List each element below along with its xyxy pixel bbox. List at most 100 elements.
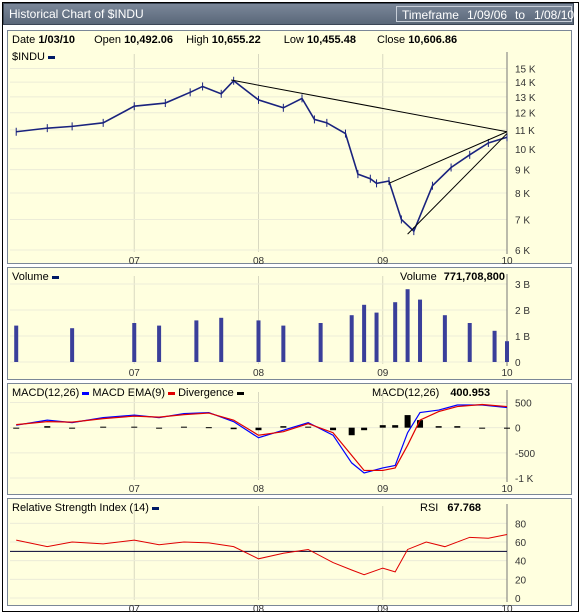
y-tick-label: 1 B — [515, 332, 530, 343]
timeframe-to-word: to — [515, 8, 526, 22]
y-tick-label: 0 — [515, 594, 521, 605]
volume-label: Volume — [12, 271, 49, 283]
y-tick-label: 11 K — [515, 126, 535, 137]
rsi-value-label: RSI — [420, 502, 439, 514]
volume-bar — [374, 312, 379, 362]
volume-bar — [492, 330, 497, 362]
volume-readout: Volume 771,708,800 — [400, 271, 505, 284]
volume-bar — [157, 325, 162, 362]
rsi-readout: RSI 67.768 — [420, 502, 481, 515]
x-tick-label: 08 — [253, 256, 265, 267]
divergence-bar — [255, 427, 262, 431]
low-label: Low — [283, 34, 304, 46]
open-value: 10,492.06 — [124, 34, 173, 46]
date-label: Date — [12, 34, 36, 46]
rsi-line — [16, 534, 508, 576]
divergence-bar — [205, 427, 212, 429]
divergence-bar — [392, 425, 399, 428]
volume-bar — [256, 320, 261, 362]
ema-label: MACD EMA(9) — [92, 387, 166, 399]
y-tick-label: 6 K — [515, 246, 530, 257]
x-tick-label: 09 — [377, 604, 389, 614]
macd-line — [16, 404, 508, 474]
low-value: 10,455.48 — [307, 34, 356, 46]
volume-bar — [281, 325, 286, 362]
divergence-bar — [348, 427, 355, 436]
volume-bar — [70, 328, 75, 362]
y-tick-label: 40 — [515, 557, 527, 568]
volume-bar — [318, 323, 323, 362]
divergence-bar — [454, 426, 461, 428]
x-tick-label: 08 — [253, 484, 265, 495]
y-tick-label: 12 K — [515, 109, 536, 120]
x-tick-label: 10 — [501, 368, 513, 379]
y-tick-label: 500 — [515, 399, 532, 410]
x-tick-label: 09 — [377, 368, 389, 379]
divergence-bar — [100, 426, 107, 428]
x-tick-label: 07 — [129, 604, 141, 614]
volume-bar — [505, 341, 509, 362]
x-tick-label: 09 — [377, 484, 389, 495]
trendline — [407, 133, 508, 235]
volume-bar — [393, 302, 398, 362]
y-tick-label: -500 — [515, 449, 535, 460]
rsi-label: Relative Strength Index (14) — [12, 502, 149, 514]
volume-bar — [14, 325, 19, 362]
divergence-bar — [435, 426, 442, 428]
volume-bar — [362, 304, 367, 362]
volume-panel — [7, 267, 572, 380]
volume-bar — [349, 315, 354, 362]
timeframe-to: 1/08/10 — [534, 8, 575, 22]
volume-legend: Volume — [12, 271, 59, 284]
divergence-bar — [44, 426, 51, 428]
close-value: 10,606.86 — [408, 34, 458, 46]
y-tick-label: 8 K — [515, 189, 530, 200]
y-tick-label: 10 K — [515, 145, 536, 156]
y-tick-label: 7 K — [515, 215, 530, 226]
trendline — [388, 131, 508, 184]
y-tick-label: 20 — [515, 575, 527, 586]
x-tick-label: 07 — [129, 368, 141, 379]
x-tick-label: 07 — [129, 256, 141, 267]
divergence-bar — [180, 426, 187, 428]
timeframe-box[interactable]: Timeframe 1/09/06 to 1/08/10 — [396, 6, 575, 22]
volume-value: 771,708,800 — [443, 271, 505, 283]
legend-swatch — [82, 391, 90, 395]
volume-bar — [194, 320, 199, 362]
high-label: High — [186, 34, 209, 46]
y-tick-label: 60 — [515, 538, 527, 549]
x-tick-label: 07 — [129, 484, 141, 495]
x-tick-label: 10 — [501, 256, 513, 267]
divergence-bar — [305, 426, 312, 428]
macd-readout: MACD(12,26) 400.953 — [372, 387, 490, 400]
divergence-bar — [280, 426, 287, 428]
divergence-bar — [156, 427, 163, 429]
macd-value: 400.953 — [450, 387, 491, 399]
divergence-bar — [361, 427, 368, 431]
volume-bar — [132, 323, 137, 362]
divergence-bar — [69, 427, 76, 429]
x-tick-label: 09 — [377, 256, 389, 267]
y-tick-label: -1 K — [515, 474, 534, 485]
y-tick-label: 15 K — [515, 64, 536, 75]
divergence-label: Divergence — [178, 387, 234, 399]
divergence-bar — [417, 420, 424, 428]
date-value: 1/03/10 — [38, 34, 76, 46]
y-tick-label: 13 K — [515, 93, 536, 104]
volume-bar — [467, 323, 472, 362]
legend-swatch — [48, 55, 56, 59]
volume-value-label: Volume — [400, 271, 437, 283]
divergence-bar — [479, 427, 486, 429]
y-tick-label: 80 — [515, 519, 527, 530]
open-label: Open — [94, 34, 121, 46]
chart-title: Historical Chart of $INDU — [9, 7, 144, 21]
quote-line: Date 1/03/10 Open 10,492.06 High 10,655.… — [12, 34, 457, 47]
y-tick-label: 3 B — [515, 280, 530, 291]
divergence-bar — [330, 427, 337, 431]
title-bar: Historical Chart of $INDU Timeframe 1/09… — [3, 3, 574, 25]
high-value: 10,655.22 — [211, 34, 261, 46]
legend-swatch — [168, 391, 176, 395]
divergence-bar — [404, 415, 411, 428]
volume-bar — [418, 299, 423, 362]
